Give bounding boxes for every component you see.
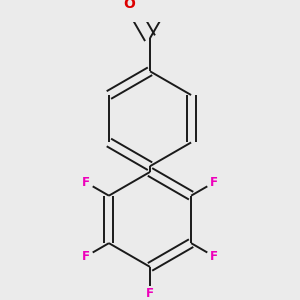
Text: F: F [82, 250, 90, 263]
Text: F: F [82, 176, 90, 189]
Text: F: F [210, 176, 218, 189]
Text: F: F [146, 287, 154, 300]
Text: F: F [210, 250, 218, 263]
Text: O: O [123, 0, 135, 11]
